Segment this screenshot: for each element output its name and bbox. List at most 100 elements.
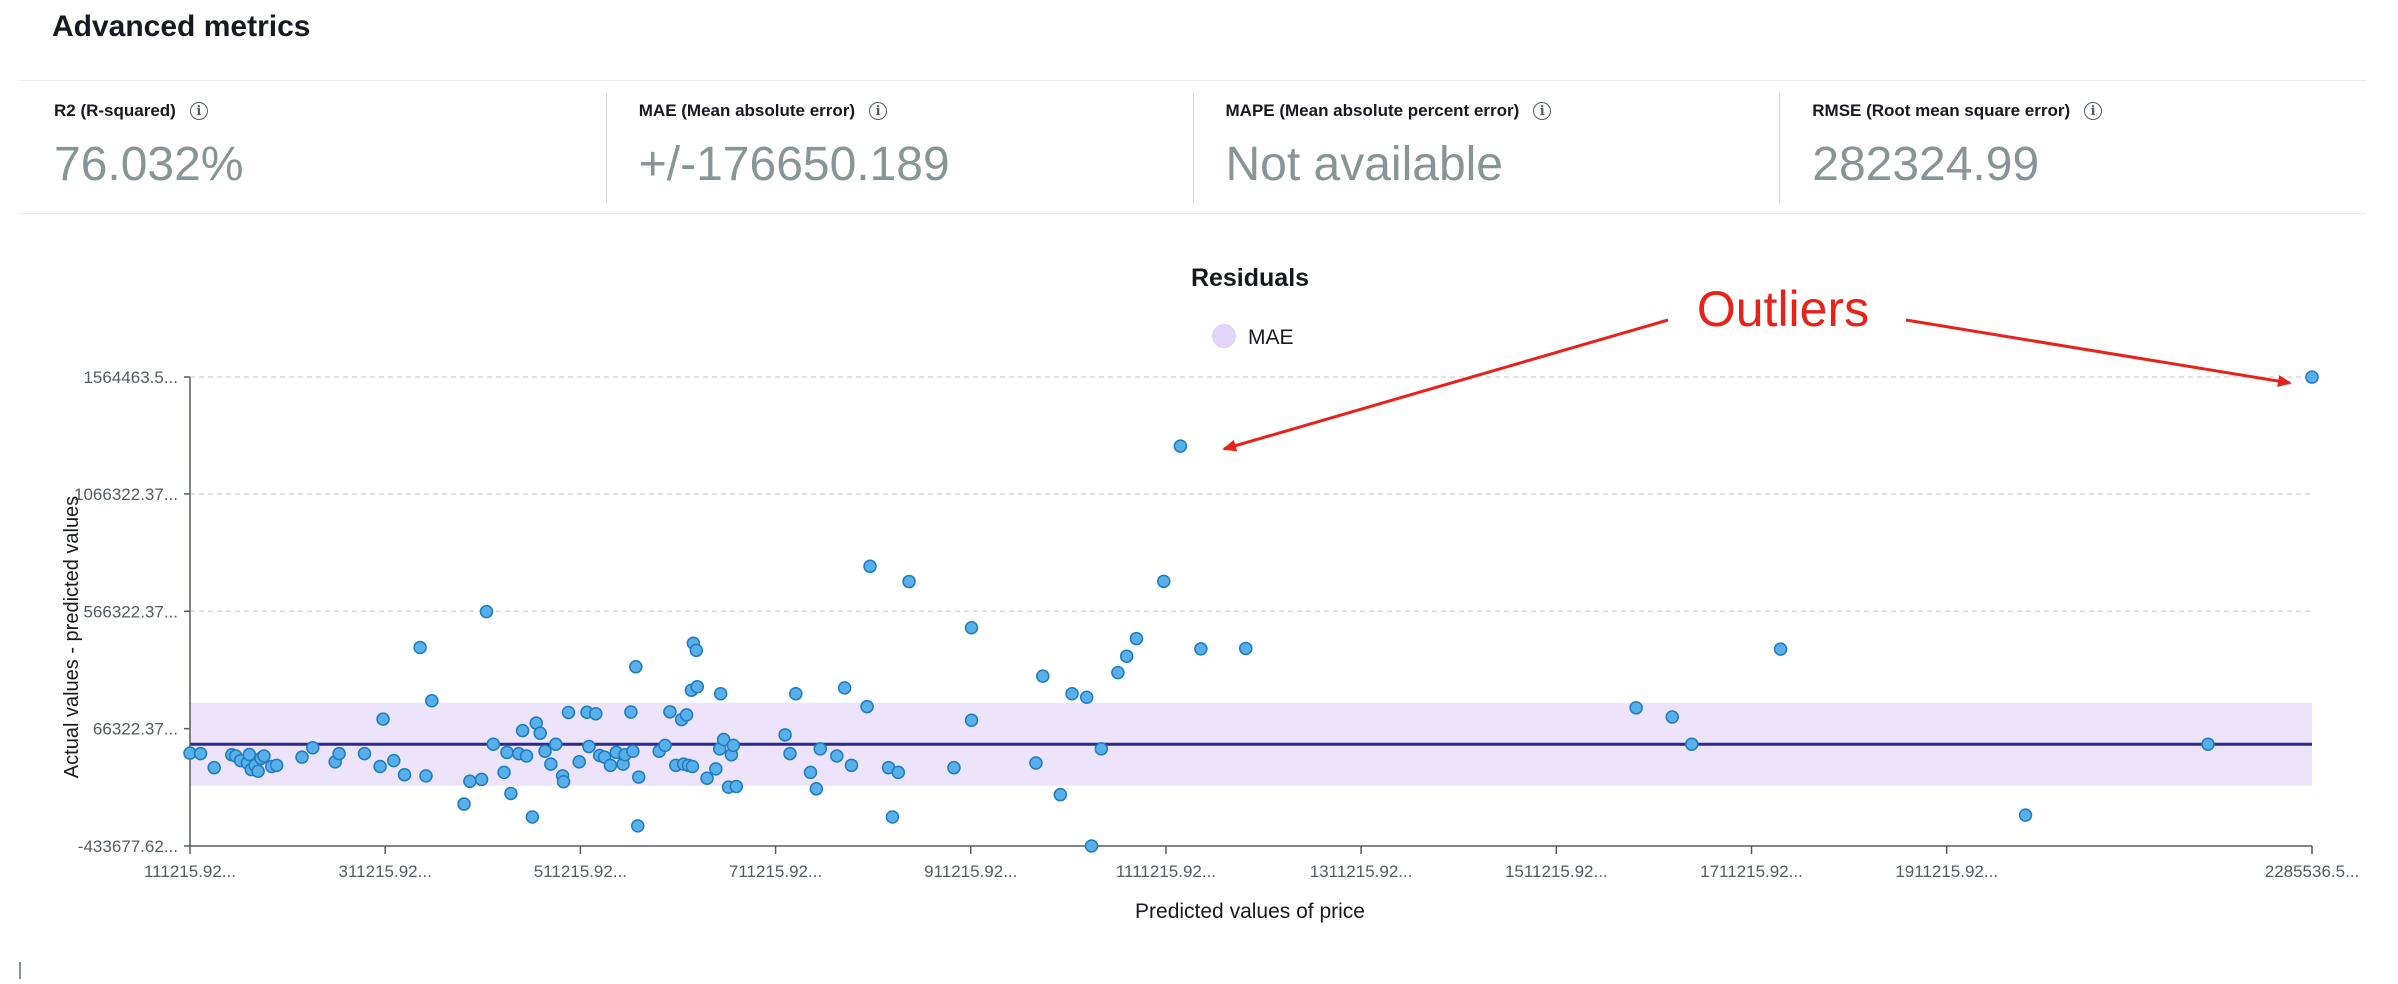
data-point[interactable] bbox=[486, 737, 501, 751]
legend[interactable]: MAE bbox=[1212, 324, 1294, 349]
info-icon[interactable]: i bbox=[189, 102, 208, 120]
data-point[interactable] bbox=[689, 643, 704, 658]
data-point[interactable] bbox=[556, 775, 571, 789]
data-point[interactable] bbox=[726, 738, 741, 753]
data-point[interactable] bbox=[295, 750, 309, 764]
data-point[interactable] bbox=[860, 699, 874, 714]
data-point[interactable] bbox=[419, 769, 433, 783]
data-point[interactable] bbox=[504, 786, 518, 801]
data-point[interactable] bbox=[863, 559, 877, 574]
info-icon[interactable]: i bbox=[869, 102, 888, 120]
data-point[interactable] bbox=[251, 764, 265, 778]
data-point[interactable] bbox=[885, 810, 900, 824]
data-point[interactable] bbox=[397, 767, 412, 782]
data-point[interactable] bbox=[631, 770, 646, 784]
data-point[interactable] bbox=[193, 746, 208, 761]
info-icon[interactable]: i bbox=[2084, 102, 2103, 120]
data-point[interactable] bbox=[1773, 642, 1788, 656]
data-point[interactable] bbox=[624, 705, 638, 719]
data-point[interactable] bbox=[947, 760, 961, 775]
data-point[interactable] bbox=[533, 726, 547, 740]
data-point[interactable] bbox=[1173, 439, 1188, 453]
data-point[interactable] bbox=[1094, 742, 1109, 756]
data-point[interactable] bbox=[830, 749, 844, 763]
data-point[interactable] bbox=[425, 694, 439, 708]
data-point[interactable] bbox=[813, 742, 827, 756]
data-point[interactable] bbox=[2018, 808, 2033, 822]
data-point[interactable] bbox=[663, 705, 677, 719]
data-point[interactable] bbox=[332, 746, 346, 761]
data-point[interactable] bbox=[729, 779, 744, 794]
data-point[interactable] bbox=[2201, 737, 2215, 751]
data-point[interactable] bbox=[373, 759, 387, 774]
scroll-marker bbox=[19, 962, 21, 979]
data-point[interactable] bbox=[306, 740, 320, 755]
data-point[interactable] bbox=[549, 737, 563, 751]
data-point[interactable] bbox=[844, 758, 859, 773]
data-point[interactable] bbox=[207, 760, 221, 775]
info-icon[interactable]: i bbox=[1533, 102, 1552, 120]
data-point[interactable] bbox=[1084, 839, 1099, 853]
data-point[interactable] bbox=[538, 744, 552, 758]
data-point[interactable] bbox=[515, 723, 530, 738]
data-point[interactable] bbox=[1029, 756, 1043, 770]
data-point[interactable] bbox=[376, 712, 390, 726]
x-axis-ticks: 111215.92... 311215.92... 511215.92... 7112… bbox=[144, 846, 2359, 881]
data-point[interactable] bbox=[783, 746, 797, 761]
data-point[interactable] bbox=[690, 679, 705, 694]
data-point[interactable] bbox=[387, 753, 401, 768]
data-point[interactable] bbox=[716, 732, 731, 747]
data-point[interactable] bbox=[803, 765, 818, 780]
data-point[interactable] bbox=[837, 681, 852, 695]
data-point[interactable] bbox=[809, 782, 824, 796]
data-point[interactable] bbox=[1665, 710, 1679, 724]
data-point[interactable] bbox=[357, 746, 372, 761]
data-point[interactable] bbox=[500, 745, 514, 760]
data-point[interactable] bbox=[1065, 686, 1079, 701]
data-point[interactable] bbox=[902, 574, 916, 589]
data-point[interactable] bbox=[630, 819, 645, 833]
data-point[interactable] bbox=[1157, 574, 1171, 589]
data-point[interactable] bbox=[778, 728, 792, 742]
data-point[interactable] bbox=[544, 757, 558, 771]
data-point[interactable] bbox=[1629, 701, 1643, 715]
data-point[interactable] bbox=[1685, 737, 1699, 751]
data-point[interactable] bbox=[789, 686, 803, 701]
data-point[interactable] bbox=[603, 758, 618, 773]
data-point[interactable] bbox=[561, 705, 576, 720]
data-point[interactable] bbox=[525, 810, 540, 824]
data-point[interactable] bbox=[413, 640, 427, 655]
data-point[interactable] bbox=[457, 797, 471, 811]
data-point[interactable] bbox=[519, 749, 534, 763]
data-point[interactable] bbox=[572, 755, 586, 769]
data-point[interactable] bbox=[700, 771, 714, 785]
data-point[interactable] bbox=[964, 621, 979, 635]
data-point[interactable] bbox=[269, 758, 284, 773]
data-point[interactable] bbox=[709, 762, 723, 776]
data-point[interactable] bbox=[582, 739, 596, 754]
data-point[interactable] bbox=[1129, 631, 1144, 646]
data-point[interactable] bbox=[474, 772, 489, 787]
data-point[interactable] bbox=[658, 738, 672, 753]
data-point[interactable] bbox=[463, 774, 477, 789]
data-point[interactable] bbox=[1194, 642, 1208, 656]
data-point[interactable] bbox=[713, 686, 728, 701]
data-point[interactable] bbox=[1079, 690, 1094, 705]
data-point[interactable] bbox=[964, 713, 979, 728]
data-point[interactable] bbox=[679, 708, 694, 722]
data-point[interactable] bbox=[1053, 787, 1068, 802]
data-point[interactable] bbox=[497, 765, 511, 780]
data-point[interactable] bbox=[589, 706, 603, 721]
data-point[interactable] bbox=[1111, 665, 1125, 680]
data-point[interactable] bbox=[1036, 669, 1050, 683]
data-point[interactable] bbox=[685, 759, 700, 774]
data-point[interactable] bbox=[629, 660, 643, 674]
data-point[interactable] bbox=[2305, 370, 2319, 384]
data-point[interactable] bbox=[479, 604, 494, 619]
data-point[interactable] bbox=[242, 747, 257, 762]
data-point[interactable] bbox=[626, 744, 640, 758]
data-point[interactable] bbox=[1119, 649, 1134, 663]
data-point[interactable] bbox=[257, 749, 271, 763]
data-point[interactable] bbox=[891, 765, 906, 780]
data-point[interactable] bbox=[1239, 641, 1253, 656]
